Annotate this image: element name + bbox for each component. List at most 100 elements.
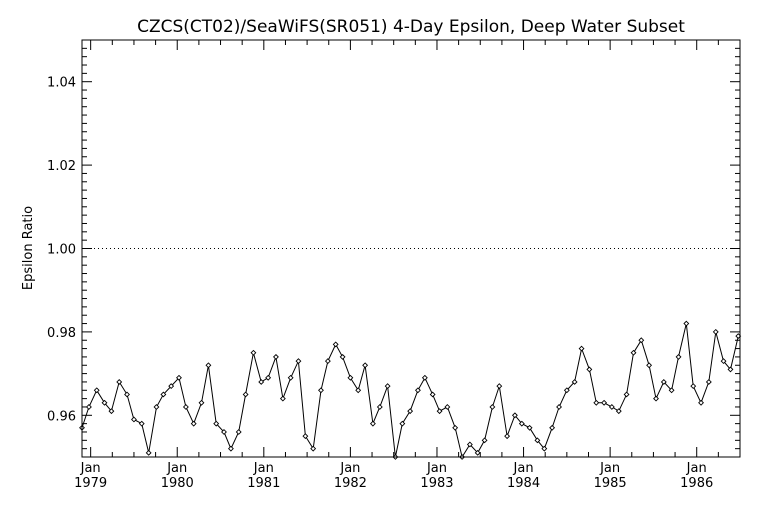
- x-tick-month-label: Jan: [599, 461, 620, 476]
- x-tick-year-label: 1981: [247, 476, 280, 491]
- data-point: [362, 362, 369, 369]
- data-point: [332, 341, 339, 348]
- x-tick-month-label: Jan: [686, 461, 707, 476]
- data-point: [176, 374, 182, 381]
- data-point: [638, 337, 645, 344]
- data-point: [601, 399, 608, 406]
- data-point: [675, 353, 682, 360]
- x-tick-month-label: Jan: [339, 461, 360, 476]
- data-point: [615, 408, 622, 415]
- data-point: [489, 404, 496, 410]
- data-point: [578, 345, 585, 352]
- data-point: [444, 404, 451, 410]
- data-point: [273, 353, 279, 360]
- data-point: [712, 328, 719, 335]
- y-tick-label: 1.00: [47, 243, 76, 258]
- data-point: [138, 420, 145, 427]
- data-point: [504, 433, 511, 440]
- y-tick-label: 0.98: [47, 326, 76, 341]
- data-point: [623, 391, 630, 398]
- y-tick-label: 0.96: [47, 409, 76, 424]
- data-point: [347, 374, 354, 381]
- data-point: [168, 383, 175, 390]
- data-point: [563, 387, 570, 394]
- data-point: [287, 374, 294, 381]
- x-tick-year-label: 1986: [680, 476, 713, 491]
- data-point: [481, 437, 488, 444]
- series-line: [82, 323, 739, 457]
- data-point: [421, 374, 428, 381]
- data-point: [258, 379, 265, 385]
- plot-frame: [81, 39, 741, 458]
- data-point: [318, 387, 324, 394]
- x-tick-month-label: Jan: [80, 461, 101, 476]
- x-tick-month-label: Jan: [513, 461, 534, 476]
- y-tick-label: 1.02: [47, 159, 76, 174]
- data-point: [279, 395, 286, 402]
- data-point: [85, 404, 92, 410]
- y-axis-label: Epsilon Ratio: [21, 206, 36, 290]
- data-point: [369, 420, 376, 427]
- data-point: [153, 404, 160, 410]
- data-point: [295, 358, 302, 365]
- data-point: [250, 349, 257, 356]
- data-point: [160, 391, 167, 398]
- data-point: [698, 399, 704, 406]
- data-point: [452, 424, 459, 431]
- data-point: [324, 358, 331, 365]
- y-tick-label: 1.04: [47, 76, 76, 91]
- data-point: [660, 379, 667, 385]
- data-point: [436, 408, 443, 415]
- data-point: [720, 358, 727, 365]
- data-point: [198, 399, 205, 406]
- x-tick-month-label: Jan: [166, 461, 187, 476]
- data-point: [429, 391, 436, 398]
- data-point: [310, 445, 317, 452]
- data-point: [190, 420, 197, 427]
- data-point: [526, 424, 533, 431]
- data-point: [556, 404, 562, 410]
- data-point: [683, 320, 690, 327]
- data-point: [690, 383, 697, 390]
- data-point: [227, 445, 234, 452]
- data-point: [668, 387, 675, 394]
- x-tick-year-label: 1982: [334, 476, 367, 491]
- data-point: [93, 387, 100, 394]
- data-point: [384, 383, 391, 390]
- x-tick-year-label: 1983: [420, 476, 453, 491]
- data-point: [235, 429, 242, 435]
- data-point: [705, 379, 712, 385]
- x-tick-year-label: 1980: [161, 476, 194, 491]
- data-point: [339, 353, 346, 360]
- chart-title: CZCS(CT02)/SeaWiFS(SR051) 4-Day Epsilon,…: [137, 17, 685, 37]
- data-point: [407, 408, 414, 415]
- data-point: [496, 383, 503, 390]
- data-point: [653, 395, 659, 402]
- data-point: [630, 349, 637, 356]
- data-point: [242, 391, 249, 398]
- data-point: [376, 404, 383, 410]
- data-point: [593, 399, 600, 406]
- data-point: [101, 399, 108, 406]
- data-point: [466, 441, 473, 448]
- data-point: [586, 366, 593, 373]
- data-point: [511, 412, 518, 419]
- data-point: [414, 387, 421, 394]
- data-point: [131, 416, 137, 423]
- x-tick-month-label: Jan: [426, 461, 447, 476]
- plot-layer: 0.960.981.001.021.04Jan1979Jan1980Jan198…: [47, 39, 742, 491]
- x-tick-year-label: 1979: [74, 476, 107, 491]
- data-point: [124, 391, 130, 398]
- data-point: [221, 429, 227, 435]
- data-point: [541, 445, 548, 452]
- data-point: [646, 362, 653, 369]
- x-tick-month-label: Jan: [253, 461, 274, 476]
- x-tick-year-label: 1984: [507, 476, 540, 491]
- data-point: [116, 379, 123, 385]
- data-point: [182, 404, 189, 410]
- data-point: [474, 449, 481, 456]
- x-tick-year-label: 1985: [594, 476, 627, 491]
- data-point: [571, 379, 578, 385]
- data-point: [608, 404, 615, 410]
